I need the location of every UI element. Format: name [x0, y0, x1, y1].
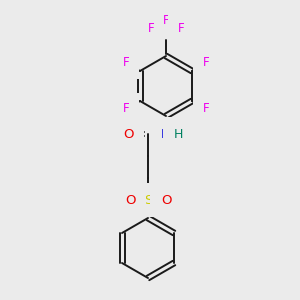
Text: N: N [161, 128, 171, 140]
Text: F: F [123, 56, 130, 70]
Text: F: F [148, 22, 154, 35]
Text: F: F [202, 103, 209, 116]
Text: F: F [178, 22, 184, 35]
Text: O: O [125, 194, 135, 206]
Text: F: F [202, 56, 209, 70]
Text: O: O [123, 128, 133, 140]
Text: H: H [173, 128, 183, 140]
Text: O: O [161, 194, 171, 206]
Text: F: F [163, 14, 169, 28]
Text: F: F [123, 103, 130, 116]
Text: S: S [144, 194, 152, 206]
